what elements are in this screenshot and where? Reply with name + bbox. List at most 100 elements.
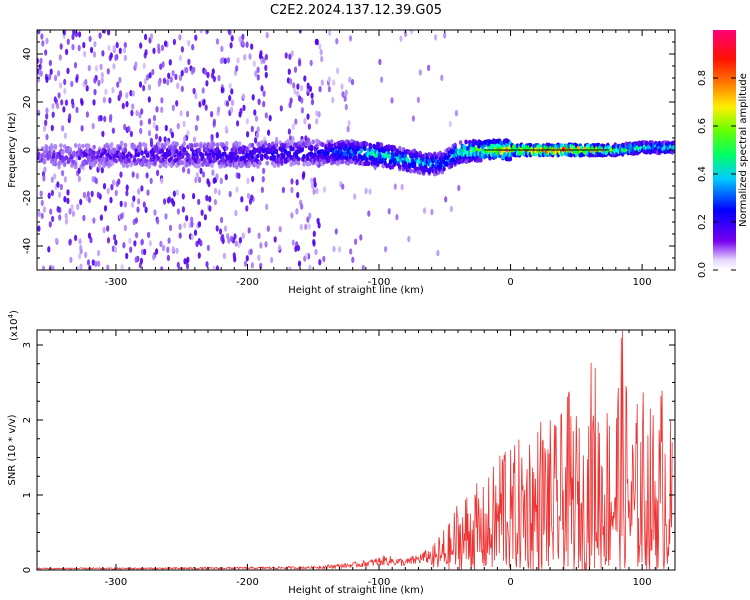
spectrogram-cell xyxy=(49,145,54,151)
spectrogram-cell xyxy=(320,142,325,147)
spectrogram-cell xyxy=(477,143,481,149)
spectrogram-cell xyxy=(92,150,96,156)
spectrogram-cell xyxy=(56,102,60,110)
spectrogram-cell xyxy=(37,210,41,218)
spectrogram-cell xyxy=(210,163,214,169)
spectrogram-cell xyxy=(160,266,164,270)
spectrogram-cell xyxy=(159,63,163,70)
spectrogram-cell xyxy=(195,172,199,179)
spectrogram-cell xyxy=(171,104,175,112)
spectrogram-cell xyxy=(45,37,49,45)
spectrogram-cell xyxy=(243,260,248,267)
spectrogram-cell xyxy=(123,148,128,154)
spectrogram-cell xyxy=(75,106,79,114)
spectrogram-cell xyxy=(114,189,118,197)
spectrogram-cell xyxy=(272,155,277,160)
spectrogram-y-ticks: -40 -20 0 20 40 xyxy=(22,29,675,271)
spectrogram-cell xyxy=(54,237,59,244)
spectrogram-cell xyxy=(400,183,404,191)
spectrogram-cell xyxy=(76,203,80,211)
spectrogram-cell xyxy=(100,72,104,79)
spectrogram-cell xyxy=(119,140,124,146)
spectrogram-cell xyxy=(238,36,242,43)
spectrogram-cell xyxy=(331,96,335,104)
spectrogram-cell xyxy=(175,189,179,196)
spectrogram-cell xyxy=(156,218,160,225)
spectrogram-cell xyxy=(245,118,249,125)
spectrogram-cell xyxy=(140,150,144,156)
spectrogram-cell xyxy=(272,163,277,169)
spectrogram-cell xyxy=(290,50,294,57)
spectrogram-cell xyxy=(172,190,176,197)
spectrogram-cell xyxy=(139,257,144,265)
spectrogram-cell xyxy=(230,35,234,42)
spectrogram-cell xyxy=(280,159,284,165)
spectrogram-cell xyxy=(43,125,47,132)
spectrogram-cell xyxy=(153,209,157,216)
spectrogram-cell xyxy=(245,146,249,152)
spectrogram-cell xyxy=(427,64,431,72)
spectrogram-cell xyxy=(208,205,212,212)
spectrogram-cell xyxy=(236,57,240,64)
svg-text:(x104): (x104) xyxy=(7,310,20,341)
spectrogram-cell xyxy=(70,98,75,105)
spectrogram-cell xyxy=(242,93,246,100)
spectrogram-cell xyxy=(161,61,165,68)
spectrogram-cell xyxy=(243,54,247,61)
spectrogram-cell xyxy=(262,100,266,108)
spectrogram-cell xyxy=(265,203,269,210)
snr-x-ticks: -300 -200 -100 0 100 xyxy=(36,330,669,588)
spectrogram-cell xyxy=(204,104,208,111)
spectrogram-cell xyxy=(48,221,52,228)
spectrogram-cell xyxy=(93,41,97,48)
spectrogram-cell xyxy=(40,33,44,40)
spectrogram-cell xyxy=(224,145,229,151)
spectrogram-cell xyxy=(192,136,197,143)
spectrogram-cell xyxy=(228,94,232,102)
spectrogram-cell xyxy=(199,167,203,175)
spectrogram-cell xyxy=(94,159,98,165)
spectrogram-cell xyxy=(72,150,76,156)
spectrogram-cell xyxy=(149,141,154,148)
y-tick-label: -40 xyxy=(22,238,33,254)
spectrogram-cell xyxy=(45,107,49,114)
spectrogram-cell xyxy=(39,70,43,77)
spectrogram-cell xyxy=(361,264,365,270)
spectrogram-cell xyxy=(90,190,94,198)
spectrogram-cell xyxy=(103,148,107,154)
spectrogram-cell xyxy=(178,223,182,230)
y-tick-label: 3 xyxy=(22,342,33,348)
spectrogram-cell xyxy=(63,132,67,139)
spectrogram-cell xyxy=(293,88,297,95)
spectrogram-cell xyxy=(268,114,272,122)
spectrogram-cell xyxy=(312,230,316,237)
spectrogram-cell xyxy=(436,249,440,257)
spectrogram-cell xyxy=(262,167,266,175)
spectrogram-cell xyxy=(300,97,304,104)
spectrogram-cell xyxy=(212,142,216,147)
spectrogram-cell xyxy=(457,184,461,192)
spectrogram-cell xyxy=(256,66,260,74)
spectrogram-cell xyxy=(334,228,338,235)
spectrogram-cell xyxy=(233,256,237,263)
spectrogram-cell xyxy=(242,104,246,112)
spectrogram-cell xyxy=(335,38,339,45)
spectrogram-cell xyxy=(349,248,353,255)
spectrogram-cell xyxy=(152,114,157,122)
spectrogram-cell xyxy=(182,141,187,147)
spectrogram-cell xyxy=(440,74,444,82)
spectrogram-cell xyxy=(411,115,415,122)
spectrogram-cell xyxy=(66,38,70,45)
spectrogram-cell xyxy=(142,62,146,69)
spectrogram-cell xyxy=(412,162,417,168)
snr-scale-suffix: ) xyxy=(9,310,20,314)
spectrogram-cell xyxy=(295,179,299,186)
spectrogram-cell xyxy=(226,57,230,64)
spectrogram-cell xyxy=(127,125,131,133)
spectrogram-cell xyxy=(199,30,203,34)
spectrogram-cell xyxy=(138,81,143,88)
spectrogram-cell xyxy=(131,103,135,110)
spectrogram-cell xyxy=(256,126,260,133)
spectrogram-cell xyxy=(197,252,201,259)
spectrogram-cell xyxy=(228,82,232,90)
